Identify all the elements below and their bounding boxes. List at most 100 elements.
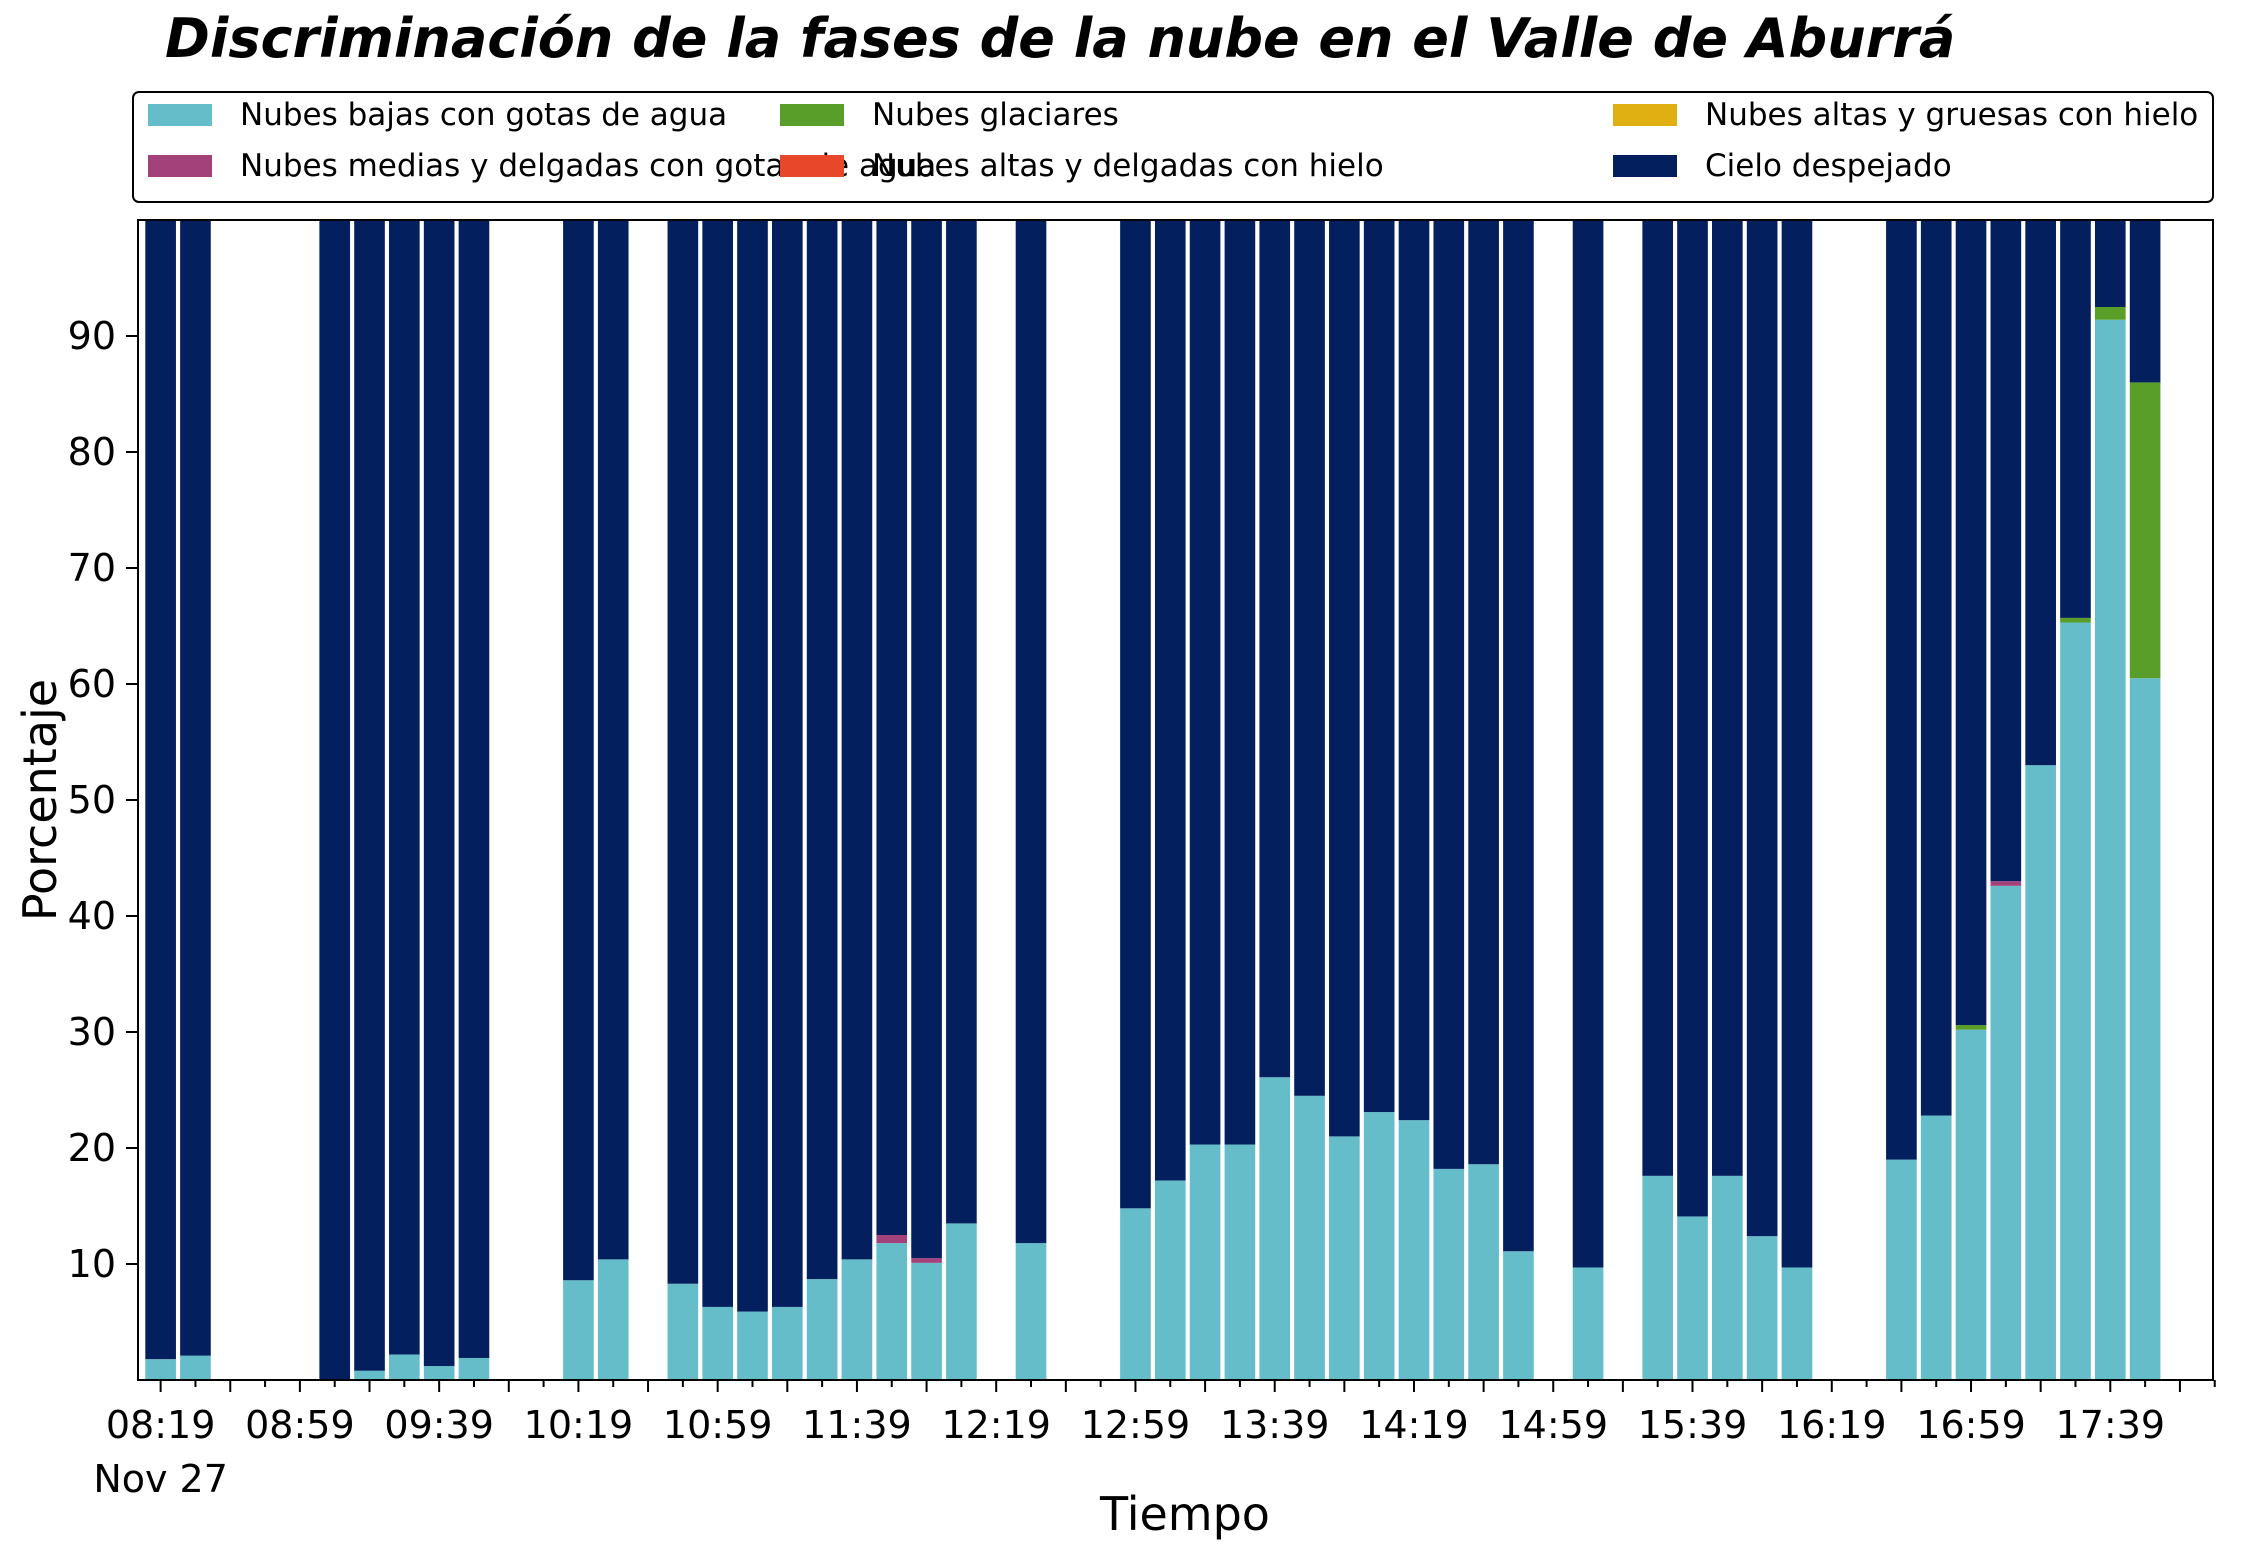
- legend-label: Cielo despejado: [1705, 148, 1952, 184]
- bar-segment-low: [702, 1306, 733, 1380]
- bar-segment-low: [597, 1259, 629, 1380]
- bar-segment-low: [1294, 1095, 1325, 1380]
- bar-segment-clear: [806, 220, 838, 1280]
- bar-segment-clear: [563, 220, 594, 1281]
- legend-swatch: [780, 104, 844, 126]
- x-axis-label: Tiempo: [1099, 1487, 1270, 1541]
- bar-segment-clear: [389, 220, 420, 1355]
- bar-segment-clear: [1781, 220, 1813, 1268]
- y-tick-label: 70: [68, 546, 116, 590]
- legend-label: Nubes altas y gruesas con hielo: [1705, 97, 2198, 133]
- bar-segment-low: [1677, 1216, 1708, 1380]
- bar-segment-clear: [911, 220, 942, 1259]
- bar-segment-clear: [180, 220, 211, 1356]
- x-tick-label: 17:39: [2056, 1403, 2166, 1447]
- bar-segment-clear: [1015, 220, 1047, 1244]
- legend-label: Nubes altas y delgadas con hielo: [872, 148, 1384, 184]
- bar-segment-low: [458, 1357, 490, 1380]
- y-tick-label: 20: [68, 1126, 116, 1170]
- bar-segment-low: [2129, 678, 2161, 1380]
- bar-segment-clear: [1677, 220, 1708, 1217]
- bar-segment-glaciar: [2094, 307, 2126, 320]
- bar-segment-clear: [458, 220, 490, 1358]
- bar-segment-clear: [1189, 220, 1221, 1145]
- bar-segment-glaciar: [2129, 382, 2161, 679]
- bar-segment-low: [389, 1354, 420, 1380]
- bar-segment-low: [1468, 1164, 1499, 1380]
- bar-segment-glaciar: [2060, 617, 2091, 623]
- bar-segment-clear: [1224, 220, 1256, 1145]
- legend-label: Nubes glaciares: [872, 97, 1119, 133]
- legend-frame: [132, 91, 2214, 203]
- bar-segment-clear: [737, 220, 768, 1312]
- bar-segment-low: [354, 1370, 385, 1380]
- x-tick-label: 14:59: [1498, 1403, 1608, 1447]
- bar-segment-clear: [1398, 220, 1430, 1121]
- bar-segment-clear: [319, 220, 351, 1380]
- legend-swatch: [148, 104, 212, 126]
- x-tick-label: 10:19: [524, 1403, 634, 1447]
- x-tick-label: 08:59: [245, 1403, 355, 1447]
- bar-segment-clear: [2060, 220, 2091, 618]
- x-axis: 08:19 Nov 27 08:59 09:39 10:19 10:59 11:39 12:1…: [93, 1380, 2216, 1501]
- y-tick-label: 50: [68, 778, 116, 822]
- bar-segment-low: [1120, 1208, 1151, 1380]
- bar-segment-low: [1920, 1115, 1952, 1380]
- bar-segment-clear: [2025, 220, 2056, 766]
- bar-segment-low: [2025, 765, 2056, 1380]
- y-tick-label: 30: [68, 1010, 116, 1054]
- bar-segment-low: [2060, 622, 2091, 1380]
- legend-swatch: [148, 155, 212, 177]
- bar-segment-mid_water: [1990, 881, 2022, 886]
- bar-segment-low: [1189, 1144, 1221, 1380]
- bar-segment-low: [1398, 1120, 1430, 1380]
- bar-segment-low: [423, 1366, 455, 1380]
- legend: Nubes bajas con gotas de agua Nubes glaci…: [132, 91, 2214, 203]
- x-tick-label: 13:39: [1220, 1403, 1330, 1447]
- bar-segment-low: [1955, 1029, 1987, 1380]
- bar-segment-low: [1224, 1144, 1256, 1380]
- legend-swatch: [780, 155, 844, 177]
- bar-segment-clear: [1712, 220, 1743, 1176]
- bar-segment-low: [1329, 1136, 1360, 1380]
- bar-segment-low: [1015, 1243, 1047, 1380]
- bar-segment-low: [806, 1279, 838, 1380]
- bar-segment-clear: [1503, 220, 1534, 1252]
- bar-segment-clear: [2094, 220, 2126, 307]
- x-tick-sublabel: Nov 27: [93, 1457, 228, 1501]
- bar-segment-clear: [876, 220, 908, 1235]
- bar-segment-clear: [1468, 220, 1499, 1165]
- bar-segment-clear: [1642, 220, 1674, 1176]
- x-tick-label: 12:19: [941, 1403, 1051, 1447]
- bar-segment-low: [1990, 885, 2022, 1380]
- bar-segment-clear: [771, 220, 803, 1307]
- bar-segment-low: [771, 1306, 803, 1380]
- y-tick-label: 60: [68, 662, 116, 706]
- chart-title: Discriminación de la fases de la nube en…: [165, 7, 1955, 70]
- bar-segment-clear: [1433, 220, 1465, 1169]
- y-axis: 10 20 30 40 50 60 70 80 90: [68, 314, 138, 1286]
- bar-segment-clear: [946, 220, 977, 1224]
- bar-segment-low: [1712, 1175, 1743, 1380]
- bar-segment-clear: [1990, 220, 2022, 882]
- bar-segment-low: [2094, 319, 2126, 1380]
- bar-segment-low: [1503, 1251, 1534, 1380]
- bar-segment-low: [1154, 1180, 1186, 1380]
- legend-swatch: [1613, 155, 1677, 177]
- bar-segment-low: [946, 1223, 977, 1380]
- x-tick-label: 16:59: [1916, 1403, 2026, 1447]
- x-tick-label: 10:59: [663, 1403, 773, 1447]
- bar-segment-clear: [1120, 220, 1151, 1209]
- bar-segment-low: [1363, 1112, 1395, 1380]
- legend-label: Nubes bajas con gotas de agua: [240, 97, 727, 133]
- bar-segment-clear: [841, 220, 873, 1260]
- bar-segment-low: [1746, 1236, 1778, 1380]
- bar-segment-clear: [1363, 220, 1395, 1113]
- x-tick-label: 11:39: [802, 1403, 912, 1447]
- bar-segment-clear: [1259, 220, 1291, 1078]
- bar-segment-clear: [667, 220, 699, 1284]
- bars-group: [145, 220, 2161, 1380]
- bar-segment-clear: [1746, 220, 1778, 1237]
- x-tick-label: 12:59: [1081, 1403, 1191, 1447]
